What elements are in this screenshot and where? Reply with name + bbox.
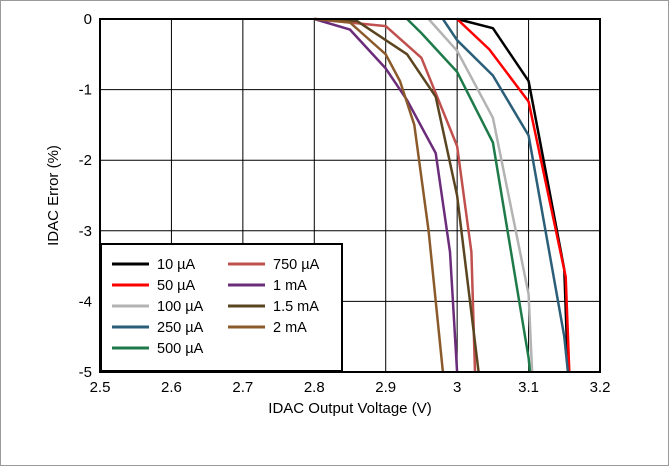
y-tick-label: -3 xyxy=(79,223,92,240)
series-line-8 xyxy=(314,17,480,373)
y-tick-label: -1 xyxy=(79,82,92,99)
x-tick-label: 2.5 xyxy=(90,379,111,396)
series-layer xyxy=(313,17,571,373)
legend-label: 250 µA xyxy=(157,320,204,336)
x-tick-label: 2.6 xyxy=(161,379,182,396)
series-line-2 xyxy=(456,18,571,373)
series-line-6 xyxy=(314,17,477,373)
y-axis-label: IDAC Error (%) xyxy=(45,145,62,246)
legend-label: 100 µA xyxy=(157,299,204,315)
y-tick-label: -2 xyxy=(79,152,92,169)
legend-label: 500 µA xyxy=(157,341,204,357)
y-tick-label: -5 xyxy=(79,364,92,381)
series-line-9 xyxy=(314,17,445,373)
series-line-4 xyxy=(441,18,570,373)
series-line-5 xyxy=(406,18,532,373)
series-line-3 xyxy=(427,18,534,373)
x-axis-label: IDAC Output Voltage (V) xyxy=(268,400,431,417)
plot-border xyxy=(99,18,601,373)
legend-label: 2 mA xyxy=(273,320,307,336)
x-tick-label: 2.7 xyxy=(232,379,253,396)
x-tick-label: 2.9 xyxy=(375,379,396,396)
legend: 10 µA 50 µA 100 µA 250 µA 500 µA 750 µA 1 mA 1.… xyxy=(100,243,343,372)
x-tick-label: 3.2 xyxy=(590,379,611,396)
legend-label: 1.5 mA xyxy=(273,299,319,315)
legend-label: 10 µA xyxy=(157,257,196,273)
legend-label: 750 µA xyxy=(273,257,320,273)
y-tick-label: 0 xyxy=(84,11,92,28)
legend-label: 1 mA xyxy=(273,278,307,294)
x-tick-label: 3 xyxy=(453,379,461,396)
x-tick-label: 3.1 xyxy=(518,379,539,396)
y-tick-labels: 0 -1 -2 -3 -4 -5 xyxy=(79,11,92,381)
legend-label: 50 µA xyxy=(157,278,196,294)
y-tick-label: -4 xyxy=(79,293,92,310)
x-tick-labels: 2.5 2.6 2.7 2.8 2.9 3 3.1 3.2 xyxy=(90,379,611,396)
x-tick-label: 2.8 xyxy=(304,379,325,396)
